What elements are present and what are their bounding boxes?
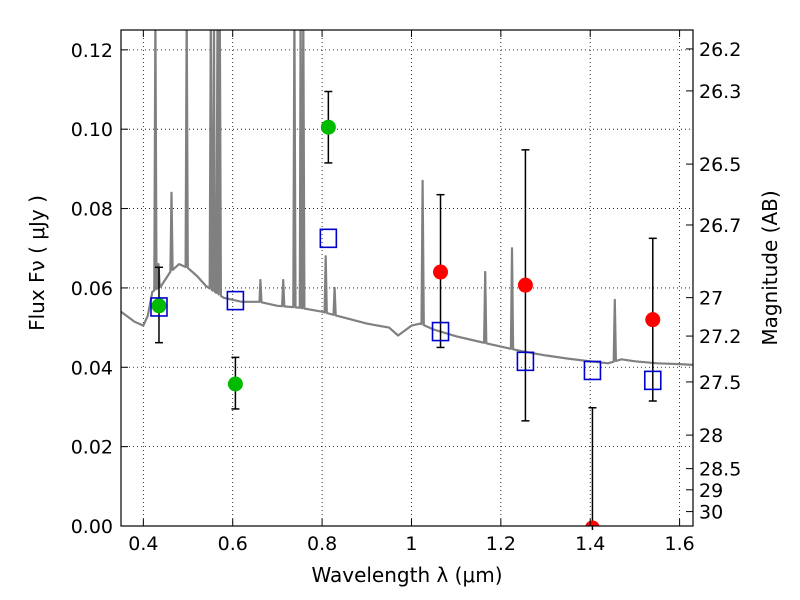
y-tick-label: 0.04	[71, 357, 113, 379]
plot-frame	[120, 29, 694, 527]
mag-tick-label: 26.3	[699, 81, 741, 103]
model-photometry-point	[226, 290, 245, 311]
y-tick-label: 0.12	[71, 40, 113, 62]
observed-nir-point	[517, 277, 533, 293]
right-axis-label: Magnitude (AB)	[758, 190, 782, 345]
spectrum-line	[121, 30, 693, 366]
mag-tick-label: 28	[699, 425, 723, 447]
x-tick-label: 1.4	[575, 533, 605, 555]
y-tick-label: 0.06	[71, 278, 113, 300]
model-spectrum	[121, 30, 693, 366]
model-photometry-point	[516, 351, 535, 372]
y-tick-labels: 0.00 0.02 0.04 0.06 0.08 0.10 0.12	[71, 40, 113, 538]
x-tick-label: 0.4	[128, 533, 158, 555]
mag-tick-label: 26.2	[699, 39, 741, 61]
x-tick-label: 1	[405, 533, 417, 555]
y-tick-label: 0.00	[71, 516, 113, 538]
mag-tick-label: 29	[699, 480, 723, 502]
observed-optical-point	[151, 298, 167, 314]
error-bars	[154, 90, 657, 530]
y-tick-label: 0.10	[71, 119, 113, 141]
mag-tick-label: 28.5	[699, 459, 741, 481]
x-tick-label: 0.6	[218, 533, 248, 555]
model-photometry-point	[319, 228, 338, 249]
mag-tick-label: 27.2	[699, 326, 741, 348]
model-photometry-point	[643, 370, 662, 391]
mag-tick-label: 26.5	[699, 154, 741, 176]
x-axis-label: Wavelength λ (μm)	[311, 563, 502, 587]
y-tick-label: 0.02	[71, 437, 113, 459]
observed-nir-point	[645, 312, 661, 328]
observed-nir-point	[585, 520, 600, 526]
mag-tick-label: 30	[699, 502, 723, 524]
observed-optical-point	[227, 376, 243, 392]
axis-ticks	[121, 30, 693, 527]
x-tick-labels: 0.4 0.6 0.8 1 1.2 1.4 1.6	[128, 533, 694, 555]
data-markers	[150, 119, 662, 526]
mag-tick-label: 26.7	[699, 215, 741, 237]
model-photometry-point	[150, 297, 168, 317]
y-axis-label: Flux Fν ( μJy )	[25, 195, 49, 331]
grid-lines	[121, 30, 693, 527]
observed-optical-point	[320, 119, 336, 135]
model-photometry-point	[583, 360, 602, 381]
y-tick-label: 0.08	[71, 199, 113, 221]
x-tick-label: 1.6	[664, 533, 694, 555]
model-photometry-point	[431, 321, 450, 342]
x-tick-label: 1.2	[486, 533, 516, 555]
observed-nir-point	[433, 264, 449, 280]
x-tick-label: 0.8	[307, 533, 337, 555]
mag-tick-label: 27.5	[699, 372, 741, 394]
mag-tick-label: 27	[699, 288, 723, 310]
